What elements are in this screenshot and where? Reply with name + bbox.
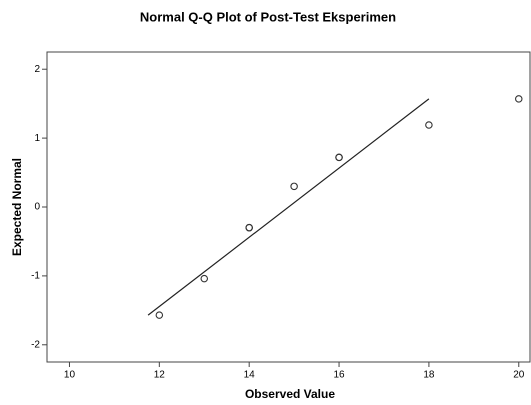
x-tick-label: 16	[333, 370, 345, 381]
point	[155, 311, 164, 319]
point	[290, 182, 298, 191]
x-axis-title: Observed Value	[245, 387, 335, 401]
point	[335, 153, 343, 162]
x-tick-label: 12	[154, 370, 166, 381]
point	[245, 223, 253, 232]
x-tick-label: 20	[513, 370, 525, 381]
y-tick-label: 1	[34, 133, 40, 144]
point	[515, 95, 523, 103]
y-tick-label: -1	[31, 271, 40, 282]
chart-title: Normal Q-Q Plot of Post-Test Eksperimen	[140, 9, 396, 24]
point	[425, 121, 433, 129]
point	[200, 274, 209, 283]
reference-line	[147, 98, 430, 316]
x-tick-label: 18	[423, 370, 435, 381]
y-tick-label: 2	[34, 64, 40, 75]
x-tick-label: 14	[244, 370, 256, 381]
y-tick-label: -2	[31, 339, 40, 350]
y-tick-label: 0	[34, 202, 40, 213]
x-tick-label: 10	[64, 370, 76, 381]
y-axis-title: Expected Normal	[10, 158, 24, 256]
